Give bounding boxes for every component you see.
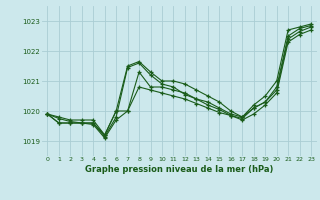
X-axis label: Graphe pression niveau de la mer (hPa): Graphe pression niveau de la mer (hPa) <box>85 165 273 174</box>
